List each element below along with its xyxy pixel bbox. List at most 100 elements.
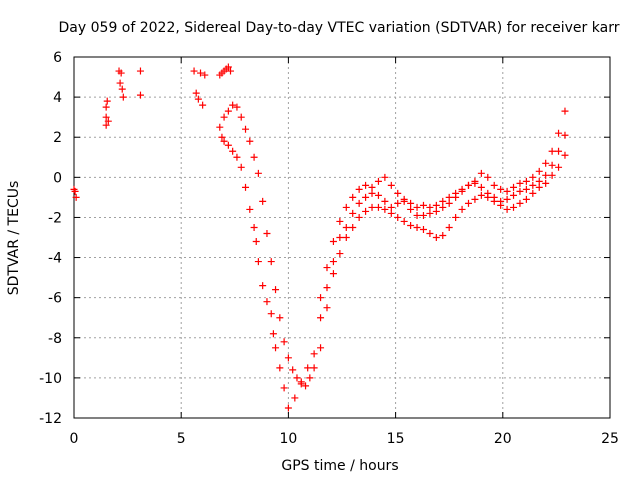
data-point: [201, 71, 209, 79]
plot-frame: [73, 56, 611, 419]
data-point: [426, 209, 434, 217]
data-point: [272, 286, 280, 294]
data-point: [216, 123, 224, 131]
data-point: [362, 181, 370, 189]
data-point: [102, 121, 110, 129]
y-tick-label: 0: [53, 170, 62, 186]
data-point: [387, 209, 395, 217]
data-point: [304, 364, 312, 372]
data-point: [250, 153, 258, 161]
data-point: [522, 177, 530, 185]
y-tick-label: 4: [53, 90, 62, 106]
data-point: [516, 199, 524, 207]
data-point: [484, 173, 492, 181]
data-point: [419, 201, 427, 209]
data-point: [317, 294, 325, 302]
data-point: [254, 169, 262, 177]
data-point: [387, 181, 395, 189]
data-point: [529, 189, 537, 197]
data-point: [445, 193, 453, 201]
data-point: [224, 63, 232, 71]
data-point: [555, 147, 563, 155]
x-tick-label: 20: [494, 431, 512, 447]
data-point: [284, 404, 292, 412]
y-tick-label: -2: [48, 210, 62, 226]
data-point: [259, 282, 267, 290]
data-point: [452, 193, 460, 201]
y-tick-label: -10: [39, 371, 62, 387]
data-point: [381, 173, 389, 181]
data-points: [70, 63, 569, 412]
data-point: [477, 183, 485, 191]
data-point: [233, 103, 241, 111]
data-point: [400, 197, 408, 205]
data-point: [104, 117, 112, 125]
data-point: [259, 197, 267, 205]
data-point: [317, 344, 325, 352]
data-point: [394, 189, 402, 197]
data-point: [516, 187, 524, 195]
data-point: [452, 213, 460, 221]
data-point: [71, 187, 79, 195]
data-point: [503, 205, 511, 213]
y-tick-label: -8: [48, 331, 62, 347]
data-point: [413, 203, 421, 211]
data-point: [458, 205, 466, 213]
data-point: [242, 183, 250, 191]
data-point: [439, 203, 447, 211]
x-tick-label: 10: [279, 431, 297, 447]
data-point: [400, 217, 408, 225]
data-point: [349, 193, 357, 201]
data-point: [102, 103, 110, 111]
x-tick-label: 25: [601, 431, 619, 447]
data-point: [464, 199, 472, 207]
data-point: [293, 374, 301, 382]
data-point: [233, 153, 241, 161]
data-point: [555, 129, 563, 137]
data-point: [342, 234, 350, 241]
data-point: [218, 133, 226, 141]
data-point: [510, 183, 518, 191]
data-point: [194, 95, 202, 103]
data-point: [561, 131, 569, 139]
data-point: [192, 89, 200, 97]
data-point: [224, 141, 232, 149]
data-point: [555, 163, 563, 171]
data-point: [102, 113, 110, 121]
data-point: [548, 161, 556, 169]
data-point: [542, 159, 550, 167]
data-point: [381, 205, 389, 213]
data-point: [490, 193, 498, 201]
data-point: [263, 229, 271, 237]
data-point: [529, 181, 537, 189]
data-point: [445, 223, 453, 231]
data-point: [355, 213, 363, 221]
data-point: [548, 171, 556, 179]
data-point: [407, 199, 415, 207]
data-point: [310, 350, 318, 358]
data-point: [413, 211, 421, 219]
x-tick-label: 5: [177, 431, 186, 447]
data-point: [336, 234, 344, 241]
data-point: [374, 191, 382, 199]
data-point: [535, 167, 543, 175]
data-point: [497, 185, 505, 193]
y-tick-label: 2: [53, 130, 62, 146]
data-point: [224, 107, 232, 115]
data-point: [497, 197, 505, 205]
data-point: [317, 314, 325, 322]
data-point: [471, 179, 479, 187]
data-point: [349, 223, 357, 231]
data-point: [529, 173, 537, 181]
data-point: [477, 169, 485, 177]
data-point: [254, 258, 262, 266]
data-point: [323, 264, 331, 272]
data-point: [276, 314, 284, 322]
data-point: [561, 151, 569, 159]
data-point: [242, 125, 250, 133]
data-point: [118, 85, 126, 93]
grid-lines: [74, 57, 610, 418]
data-point: [458, 187, 466, 195]
